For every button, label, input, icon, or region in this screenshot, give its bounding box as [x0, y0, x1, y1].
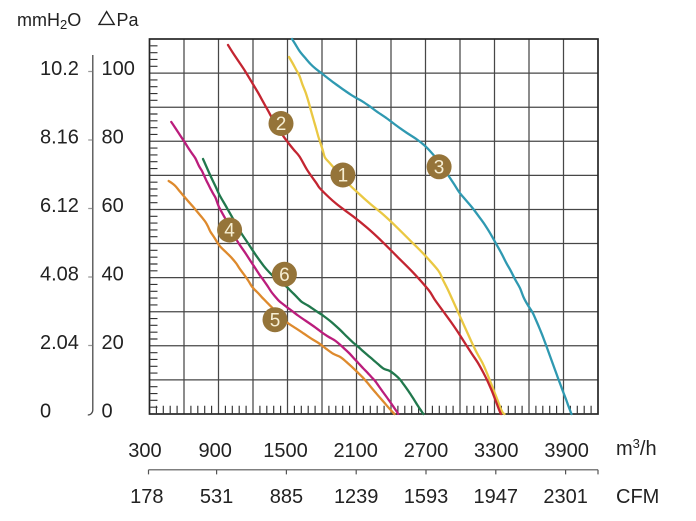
svg-text:0: 0 — [40, 401, 51, 423]
svg-text:20: 20 — [102, 332, 124, 354]
svg-text:6.12: 6.12 — [40, 195, 79, 217]
svg-text:4.08: 4.08 — [40, 264, 79, 286]
svg-text:0: 0 — [102, 401, 113, 423]
svg-text:3: 3 — [434, 158, 445, 179]
svg-text:1500: 1500 — [263, 440, 308, 462]
svg-text:300: 300 — [128, 440, 161, 462]
svg-text:1947: 1947 — [474, 486, 519, 508]
svg-text:5: 5 — [270, 310, 281, 331]
svg-text:2700: 2700 — [404, 440, 449, 462]
svg-text:60: 60 — [102, 195, 124, 217]
svg-text:3300: 3300 — [474, 440, 519, 462]
svg-text:2301: 2301 — [543, 486, 588, 508]
svg-text:4: 4 — [224, 221, 235, 242]
svg-text:3900: 3900 — [544, 440, 589, 462]
svg-text:80: 80 — [102, 127, 124, 149]
svg-text:1: 1 — [338, 166, 349, 187]
svg-text:1593: 1593 — [404, 486, 449, 508]
svg-text:40: 40 — [102, 264, 124, 286]
svg-text:2100: 2100 — [333, 440, 378, 462]
svg-text:6: 6 — [279, 265, 290, 286]
svg-text:2: 2 — [276, 114, 287, 135]
svg-text:10.2: 10.2 — [40, 58, 79, 80]
svg-text:900: 900 — [199, 440, 232, 462]
svg-text:1239: 1239 — [334, 486, 379, 508]
svg-text:Pa: Pa — [117, 10, 140, 30]
svg-text:100: 100 — [102, 58, 135, 80]
svg-text:CFM: CFM — [616, 486, 659, 508]
svg-text:8.16: 8.16 — [40, 127, 79, 149]
svg-text:mmH2O: mmH2O — [17, 10, 81, 32]
svg-text:2.04: 2.04 — [40, 332, 79, 354]
svg-text:531: 531 — [200, 486, 233, 508]
svg-text:178: 178 — [130, 486, 163, 508]
svg-text:885: 885 — [270, 486, 303, 508]
